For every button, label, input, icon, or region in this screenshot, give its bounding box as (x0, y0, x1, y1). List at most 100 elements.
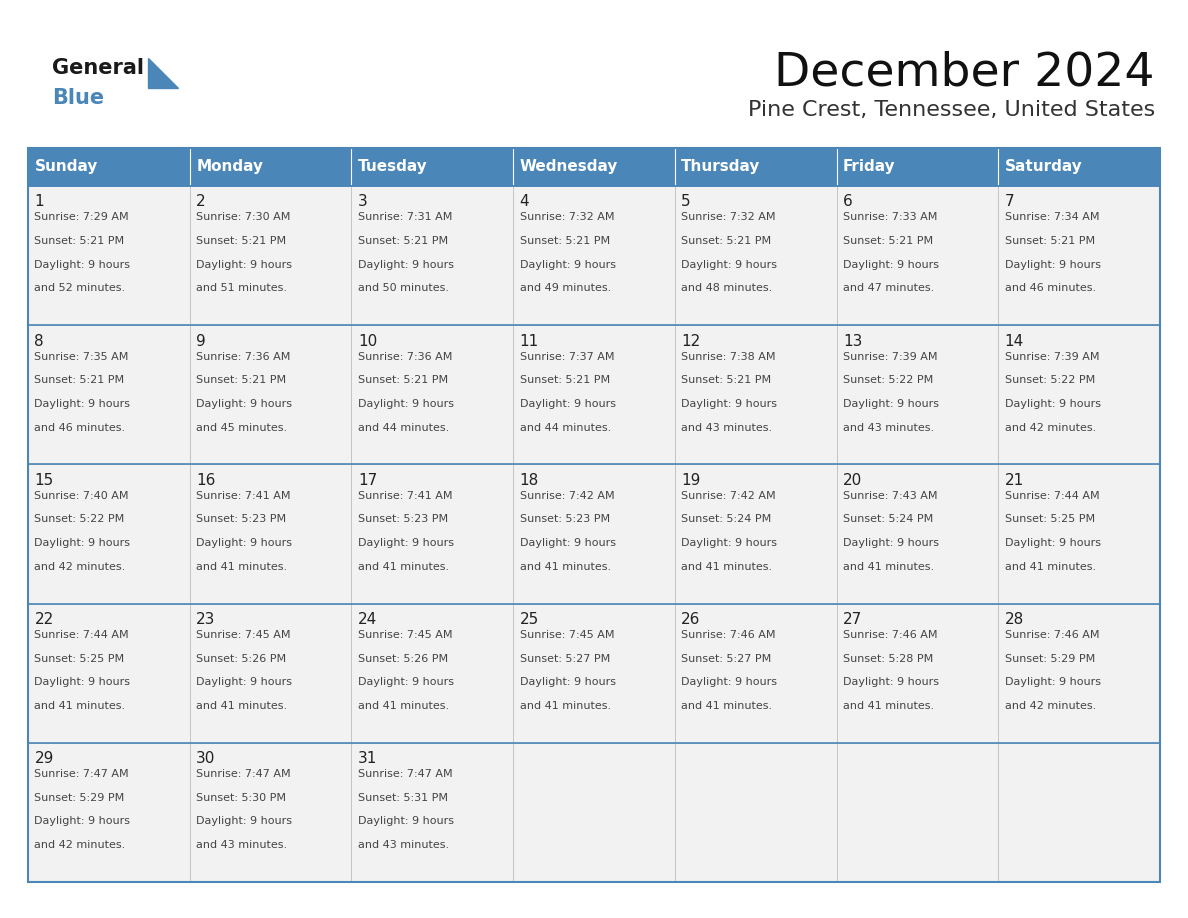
Text: Sunset: 5:21 PM: Sunset: 5:21 PM (196, 236, 286, 246)
Text: and 41 minutes.: and 41 minutes. (519, 701, 611, 711)
Text: Daylight: 9 hours: Daylight: 9 hours (843, 677, 939, 688)
Bar (513, 186, 675, 325)
Text: Sunrise: 7:41 AM: Sunrise: 7:41 AM (196, 491, 291, 500)
Bar (352, 743, 513, 882)
Text: 14: 14 (1005, 333, 1024, 349)
Text: Daylight: 9 hours: Daylight: 9 hours (196, 260, 292, 270)
Text: Sunset: 5:21 PM: Sunset: 5:21 PM (519, 236, 609, 246)
Bar (675, 604, 836, 743)
Text: and 43 minutes.: and 43 minutes. (196, 840, 287, 850)
Bar (352, 604, 513, 743)
Text: Daylight: 9 hours: Daylight: 9 hours (196, 538, 292, 548)
Bar (675, 325, 836, 465)
Text: 7: 7 (1005, 195, 1015, 209)
Bar (998, 186, 1159, 325)
Text: and 50 minutes.: and 50 minutes. (358, 284, 449, 294)
Bar (29, 465, 190, 604)
Bar (513, 325, 675, 465)
Text: and 46 minutes.: and 46 minutes. (1005, 284, 1095, 294)
Text: December 2024: December 2024 (775, 50, 1155, 95)
Text: 1: 1 (34, 195, 44, 209)
Text: Sunset: 5:21 PM: Sunset: 5:21 PM (843, 236, 933, 246)
Text: and 44 minutes.: and 44 minutes. (358, 422, 449, 432)
Text: Sunrise: 7:39 AM: Sunrise: 7:39 AM (1005, 352, 1099, 362)
Text: Daylight: 9 hours: Daylight: 9 hours (519, 399, 615, 409)
Text: Sunrise: 7:36 AM: Sunrise: 7:36 AM (358, 352, 453, 362)
Text: Sunrise: 7:47 AM: Sunrise: 7:47 AM (358, 769, 453, 779)
Text: and 41 minutes.: and 41 minutes. (358, 562, 449, 572)
Text: Sunrise: 7:37 AM: Sunrise: 7:37 AM (519, 352, 614, 362)
Text: Thursday: Thursday (682, 160, 760, 174)
Text: Daylight: 9 hours: Daylight: 9 hours (1005, 399, 1101, 409)
Text: 6: 6 (843, 195, 853, 209)
Bar (836, 604, 998, 743)
Text: Sunrise: 7:32 AM: Sunrise: 7:32 AM (519, 212, 614, 222)
Bar (352, 186, 513, 325)
Text: Sunset: 5:27 PM: Sunset: 5:27 PM (682, 654, 771, 664)
Bar (29, 325, 190, 465)
Text: 25: 25 (519, 612, 539, 627)
Text: Sunrise: 7:43 AM: Sunrise: 7:43 AM (843, 491, 937, 500)
Text: Daylight: 9 hours: Daylight: 9 hours (358, 816, 454, 826)
Text: Sunset: 5:22 PM: Sunset: 5:22 PM (843, 375, 934, 386)
Bar (190, 325, 352, 465)
Text: Daylight: 9 hours: Daylight: 9 hours (196, 816, 292, 826)
Text: 21: 21 (1005, 473, 1024, 487)
Text: Sunrise: 7:29 AM: Sunrise: 7:29 AM (34, 212, 129, 222)
Bar (836, 325, 998, 465)
Text: Friday: Friday (843, 160, 896, 174)
Text: and 41 minutes.: and 41 minutes. (682, 701, 772, 711)
Text: Sunset: 5:21 PM: Sunset: 5:21 PM (196, 375, 286, 386)
Text: Sunset: 5:21 PM: Sunset: 5:21 PM (682, 236, 771, 246)
Text: Monday: Monday (196, 160, 264, 174)
Text: Sunrise: 7:44 AM: Sunrise: 7:44 AM (34, 630, 129, 640)
Text: Daylight: 9 hours: Daylight: 9 hours (358, 399, 454, 409)
Text: and 42 minutes.: and 42 minutes. (1005, 422, 1097, 432)
Text: Daylight: 9 hours: Daylight: 9 hours (843, 538, 939, 548)
Bar (29, 148, 1159, 882)
Text: 28: 28 (1005, 612, 1024, 627)
Bar (190, 465, 352, 604)
Text: 4: 4 (519, 195, 529, 209)
Text: Sunrise: 7:30 AM: Sunrise: 7:30 AM (196, 212, 291, 222)
Text: and 41 minutes.: and 41 minutes. (34, 701, 126, 711)
Text: and 47 minutes.: and 47 minutes. (843, 284, 934, 294)
Bar (190, 186, 352, 325)
Text: Sunrise: 7:44 AM: Sunrise: 7:44 AM (1005, 491, 1099, 500)
Text: Sunrise: 7:47 AM: Sunrise: 7:47 AM (196, 769, 291, 779)
Text: Sunrise: 7:36 AM: Sunrise: 7:36 AM (196, 352, 291, 362)
Text: 2: 2 (196, 195, 206, 209)
Text: 31: 31 (358, 751, 378, 767)
Text: 13: 13 (843, 333, 862, 349)
Bar (352, 465, 513, 604)
Text: Tuesday: Tuesday (358, 160, 428, 174)
Text: Daylight: 9 hours: Daylight: 9 hours (682, 677, 777, 688)
Bar (836, 465, 998, 604)
Text: 5: 5 (682, 195, 691, 209)
Text: Daylight: 9 hours: Daylight: 9 hours (682, 399, 777, 409)
Text: 3: 3 (358, 195, 367, 209)
Text: Sunset: 5:29 PM: Sunset: 5:29 PM (1005, 654, 1095, 664)
Text: Sunset: 5:27 PM: Sunset: 5:27 PM (519, 654, 609, 664)
Text: 11: 11 (519, 333, 539, 349)
Text: Daylight: 9 hours: Daylight: 9 hours (358, 538, 454, 548)
Text: Sunset: 5:31 PM: Sunset: 5:31 PM (358, 793, 448, 803)
Bar (513, 743, 675, 882)
Text: Saturday: Saturday (1005, 160, 1082, 174)
Text: Daylight: 9 hours: Daylight: 9 hours (1005, 677, 1101, 688)
Text: and 41 minutes.: and 41 minutes. (358, 701, 449, 711)
Text: Pine Crest, Tennessee, United States: Pine Crest, Tennessee, United States (747, 100, 1155, 120)
Text: Blue: Blue (52, 88, 105, 108)
Bar (29, 148, 1159, 186)
Text: and 42 minutes.: and 42 minutes. (34, 562, 126, 572)
Text: Sunset: 5:21 PM: Sunset: 5:21 PM (682, 375, 771, 386)
Text: and 42 minutes.: and 42 minutes. (1005, 701, 1097, 711)
Text: Sunrise: 7:46 AM: Sunrise: 7:46 AM (1005, 630, 1099, 640)
Text: Daylight: 9 hours: Daylight: 9 hours (196, 399, 292, 409)
Text: Daylight: 9 hours: Daylight: 9 hours (34, 538, 131, 548)
Text: Daylight: 9 hours: Daylight: 9 hours (34, 816, 131, 826)
Text: Sunrise: 7:42 AM: Sunrise: 7:42 AM (682, 491, 776, 500)
Bar (675, 186, 836, 325)
Bar (675, 743, 836, 882)
Text: Sunset: 5:23 PM: Sunset: 5:23 PM (196, 514, 286, 524)
